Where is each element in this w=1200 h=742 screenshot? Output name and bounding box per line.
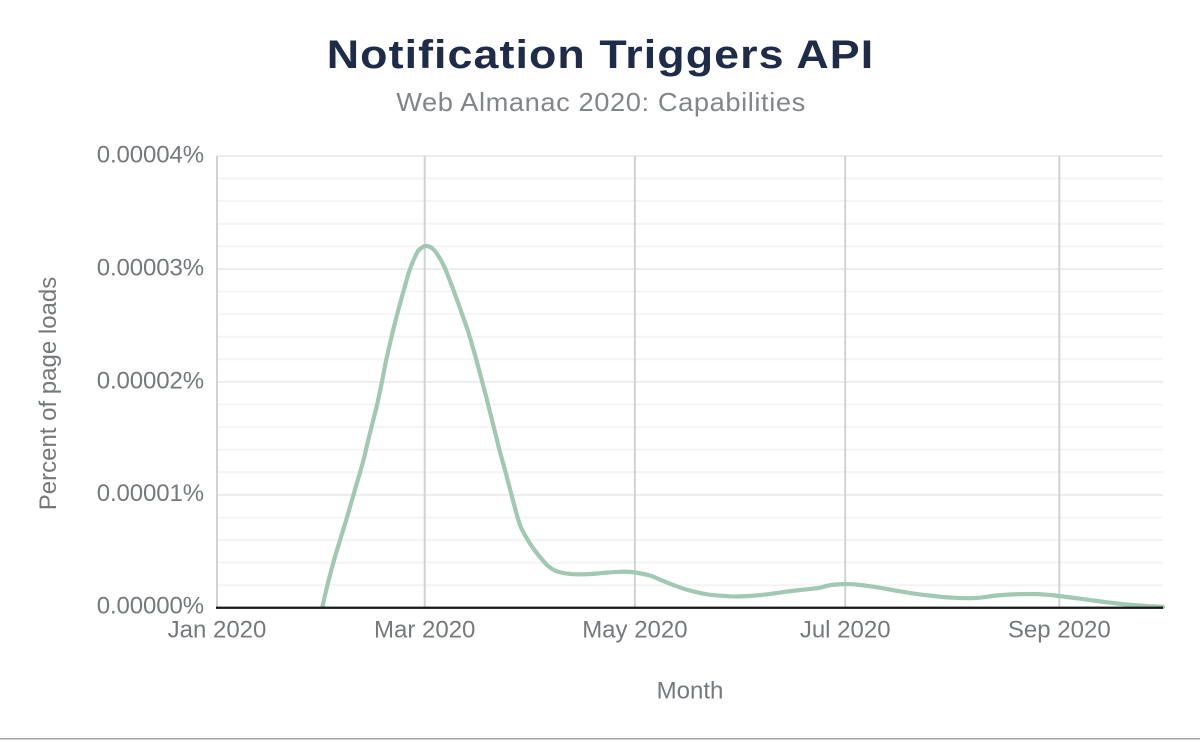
svg-text:0.00000%: 0.00000%: [97, 592, 204, 619]
svg-text:Notification Triggers API: Notification Triggers API: [327, 32, 874, 76]
svg-text:0.00001%: 0.00001%: [97, 480, 204, 507]
svg-text:Jan 2020: Jan 2020: [168, 617, 267, 644]
svg-text:0.00002%: 0.00002%: [97, 367, 204, 394]
svg-text:0.00004%: 0.00004%: [97, 142, 204, 169]
svg-text:Mar 2020: Mar 2020: [374, 617, 475, 644]
svg-text:May 2020: May 2020: [582, 617, 687, 644]
svg-text:Jul 2020: Jul 2020: [800, 617, 891, 644]
svg-text:Percent of page loads: Percent of page loads: [35, 277, 62, 511]
svg-text:0.00003%: 0.00003%: [97, 254, 204, 281]
svg-text:Sep 2020: Sep 2020: [1008, 617, 1111, 644]
svg-text:Web Almanac 2020: Capabilities: Web Almanac 2020: Capabilities: [396, 88, 806, 117]
svg-text:Month: Month: [657, 678, 724, 705]
